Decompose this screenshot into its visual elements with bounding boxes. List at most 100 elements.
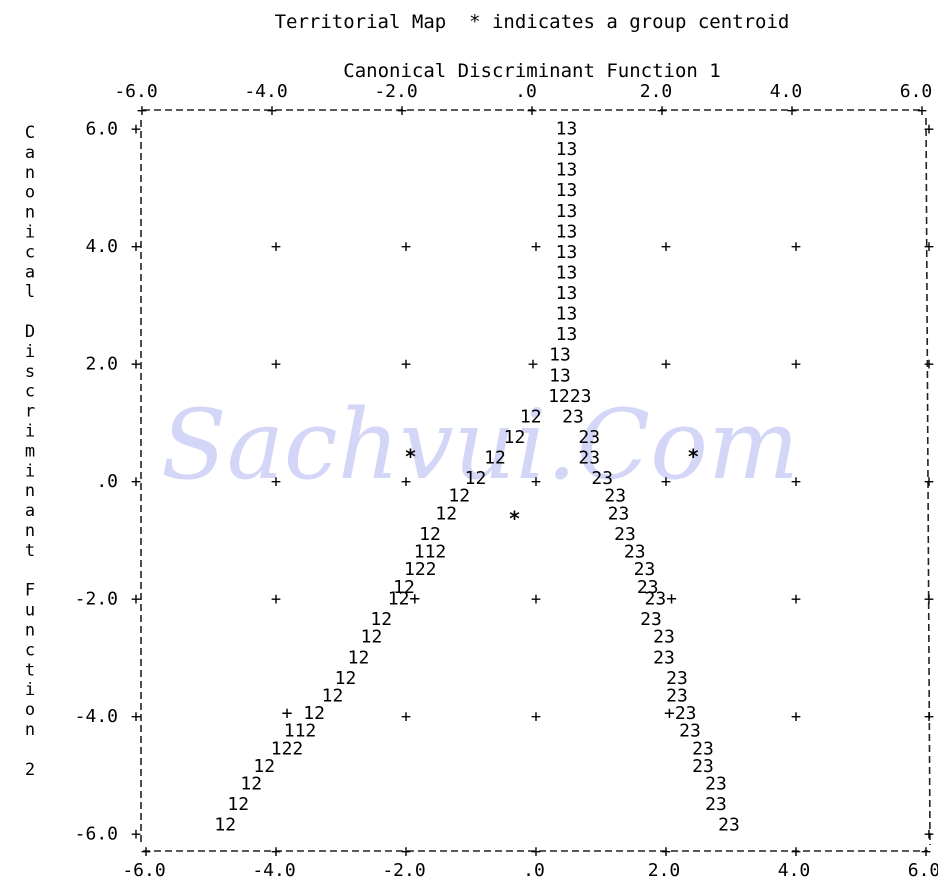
centroid-layer: * * * [404,445,699,531]
grid-marker: + [401,707,411,727]
y-tick-mark-left: + [131,355,141,375]
boundary-label: 1223 [548,386,591,407]
boundary-label: 23 [562,406,584,427]
y-tick-label: 4.0 [85,236,118,257]
y-tick-mark-left: + [131,120,141,140]
boundary-label: 12 [214,815,236,836]
grid-marker: + [271,355,281,375]
grid-marker: + [791,590,801,610]
x-tick-label-bottom: -6.0 [122,860,165,881]
x-tick-mark-bottom: + [661,842,671,862]
y-tick-mark-right: + [924,120,934,140]
boundary-label: 13 [556,262,578,283]
boundary-label: 12 [370,609,392,630]
boundary-label: 23 [705,794,727,815]
grid-marker: + [531,707,541,727]
boundary-label: 12 [520,406,542,427]
boundary-label: 23 [653,647,675,668]
grid-marker: + [791,355,801,375]
grid-marker: + [661,472,671,492]
boundary-label: 12 [465,468,487,489]
x-tick-label-bottom: -4.0 [252,860,295,881]
boundary-label: 23 [692,756,714,777]
x-tick-mark-top: + [787,101,797,121]
x-axis-title: Canonical Discriminant Function 1 [343,60,721,82]
x-tick-mark-bottom: + [791,842,801,862]
grid-marker-layer: + + + + + + + + + + + + + + + + + + + + + [271,237,801,727]
boundary-label: 13 [556,221,578,242]
boundary-label: 12 [361,627,383,648]
boundary-label: 13 [556,160,578,181]
chart-title: Territorial Map * indicates a group cent… [275,11,790,33]
boundary-label: 12 [227,794,249,815]
boundary-label: 23 [718,815,740,836]
grid-marker: + [531,472,541,492]
x-tick-label-top: -4.0 [244,81,287,102]
boundary-label: 112 [414,542,447,563]
boundary-label: 13 [549,345,571,366]
boundary-label: 12 [348,647,370,668]
y-tick-label: 2.0 [85,354,118,375]
y-tick-mark-right: + [924,825,934,845]
boundary-label: 23 [653,627,675,648]
grid-marker: + [661,237,671,257]
x-tick-label-top: -2.0 [374,81,417,102]
boundary-label: 23 [692,738,714,759]
grid-marker: + [271,237,281,257]
boundary-label: 13 [556,283,578,304]
grid-marker: + [531,237,541,257]
grid-marker: + [271,590,281,610]
y-tick-label: -2.0 [75,589,118,610]
y-tick-mark-left: + [131,237,141,257]
x-tick-label-top: 6.0 [900,81,933,102]
boundary-label: 23 [608,503,630,524]
x-tick-label-bottom: 4.0 [778,860,811,881]
boundary-label: 23 [591,468,613,489]
grid-marker: + [791,237,801,257]
boundary-label: 23 [679,721,701,742]
x-tick-label-top: 2.0 [640,81,673,102]
boundary-label: 12 [504,427,526,448]
boundary-label: 12 [322,685,344,706]
grid-marker: + [661,355,671,375]
y-tick-mark-right: + [924,237,934,257]
boundary-label: 12+ [388,589,421,610]
y-tick-mark-right: + [924,590,934,610]
grid-marker: + [401,355,411,375]
y-tick-mark-left: + [131,825,141,845]
boundary-label: 12 [484,448,506,469]
group-centroid: * [404,445,416,469]
x-tick-mark-top: + [917,101,927,121]
grid-marker: + [791,472,801,492]
y-tick-label: .0 [96,471,118,492]
boundary-label: 12 [419,524,441,545]
group-centroid: * [687,445,699,469]
boundary-label: +23 [664,703,697,724]
boundary-label: 12 [240,774,262,795]
boundary-label: 23 [604,486,626,507]
grid-marker: + [528,355,538,375]
x-tick-mark-top: + [527,101,537,121]
x-tick-mark-bottom: + [141,842,151,862]
boundary-label: 23 [578,448,600,469]
y-tick-label: -6.0 [75,824,118,845]
boundary-label: 12 [393,577,415,598]
group-centroid: * [508,506,520,530]
y-tick-label: -4.0 [75,706,118,727]
x-tick-mark-bottom: + [271,842,281,862]
y-tick-mark-left: + [131,707,141,727]
x-tick-label-top: 4.0 [770,81,803,102]
plot-frame [140,109,931,852]
y-tick-mark-left: + [131,472,141,492]
boundary-label: 122 [271,738,304,759]
grid-marker: + [531,590,541,610]
boundary-label: 13 [556,119,578,140]
boundary-label: 23 [640,609,662,630]
x-tick-mark-bottom: + [921,842,931,862]
grid-marker: + [271,472,281,492]
boundary-label: 23 [666,668,688,689]
y-tick-mark-right: + [924,355,934,375]
